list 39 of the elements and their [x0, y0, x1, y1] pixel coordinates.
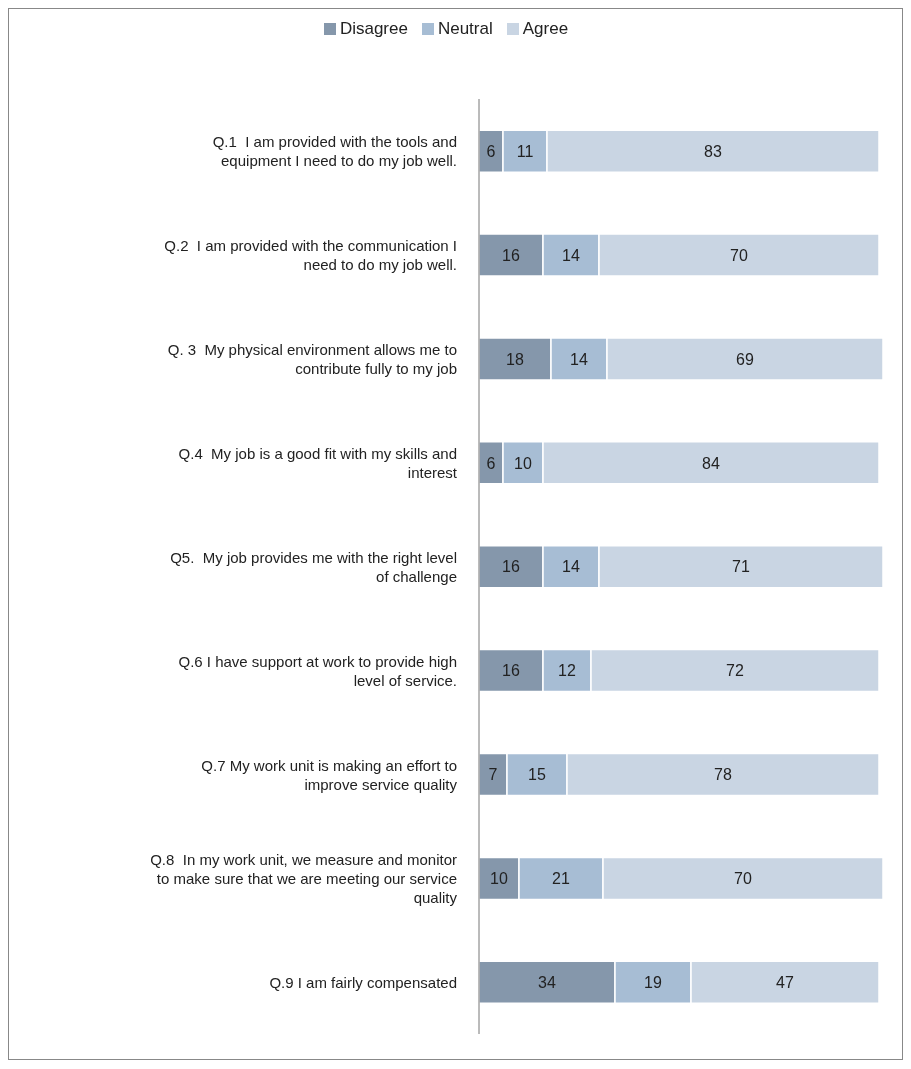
data-label: 6 — [486, 454, 496, 472]
data-label: 19 — [644, 973, 662, 991]
data-label: 10 — [490, 870, 508, 888]
y-tick-label: Q5. My job provides me with the right level of challenge — [170, 548, 457, 585]
data-label: 16 — [502, 246, 520, 264]
data-label: 84 — [702, 454, 720, 472]
data-label: 83 — [704, 142, 722, 160]
y-tick-label: Q.1 I am provided with the tools and equipment I need to do my job well. — [212, 132, 457, 169]
legend-label: Neutral — [436, 19, 493, 39]
data-label: 10 — [514, 454, 532, 472]
data-label: 21 — [552, 870, 570, 888]
data-label: 11 — [516, 142, 534, 160]
data-label: 18 — [506, 350, 524, 368]
y-tick-label: Q.6 I have support at work to provide high level of service. — [178, 652, 457, 689]
data-label: 72 — [726, 662, 744, 680]
data-label: 14 — [562, 558, 580, 576]
data-label: 16 — [502, 662, 520, 680]
y-tick-label: Q.4 My job is a good fit with my skills and interest — [178, 444, 458, 481]
data-label: 70 — [734, 870, 752, 888]
data-label: 47 — [776, 973, 794, 991]
data-label: 71 — [732, 558, 750, 576]
data-label: 6 — [486, 142, 496, 160]
data-label: 14 — [562, 246, 580, 264]
data-label: 7 — [488, 766, 498, 784]
data-label: 12 — [558, 662, 576, 680]
data-label: 15 — [528, 766, 546, 784]
data-label: 78 — [714, 766, 732, 784]
data-label: 16 — [502, 558, 520, 576]
y-tick-label: Q.7 My work unit is making an effort to improve service quality — [201, 756, 458, 793]
data-label: 34 — [538, 973, 556, 991]
legend-label: Agree — [521, 19, 569, 39]
data-label: 70 — [730, 246, 748, 264]
y-tick-label: Q.9 I am fairly compensated — [269, 973, 457, 991]
data-label: 69 — [736, 350, 754, 368]
data-label: 14 — [570, 350, 588, 368]
legend-label: Disagree — [338, 19, 408, 39]
y-tick-label: Q.8 In my work unit, we measure and monitor to make sure that we are meeting our service quality — [150, 850, 458, 906]
y-tick-label: Q.2 I am provided with the communication I need to do my job well. — [164, 236, 457, 273]
y-tick-label: Q. 3 My physical environment allows me to contribute fully to my job — [167, 340, 457, 377]
